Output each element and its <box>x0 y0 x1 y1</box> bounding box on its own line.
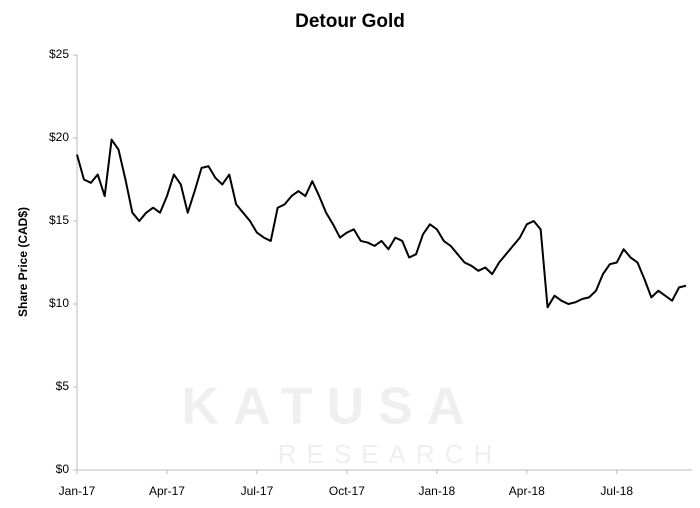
y-axis-title: Share Price (CAD$) <box>16 207 30 317</box>
y-tick-label: $15 <box>49 213 69 227</box>
x-tick-label: Jul-18 <box>600 484 633 498</box>
x-tick-label: Apr-17 <box>149 484 185 498</box>
y-tick-label: $5 <box>56 379 70 393</box>
price-line <box>76 138 687 309</box>
x-tick-label: Jul-17 <box>241 484 274 498</box>
watermark: RESEARCH <box>278 439 502 469</box>
watermark: KATUSA <box>182 378 479 436</box>
x-tick-label: Jan-17 <box>59 484 96 498</box>
y-tick-label: $25 <box>49 47 69 61</box>
x-tick-label: Jan-18 <box>418 484 455 498</box>
y-tick-label: $10 <box>49 296 69 310</box>
y-tick-label: $20 <box>49 130 69 144</box>
chart-title: Detour Gold <box>295 11 405 32</box>
x-tick-label: Apr-18 <box>509 484 545 498</box>
y-tick-label: $0 <box>56 462 70 476</box>
x-tick-label: Oct-17 <box>329 484 365 498</box>
